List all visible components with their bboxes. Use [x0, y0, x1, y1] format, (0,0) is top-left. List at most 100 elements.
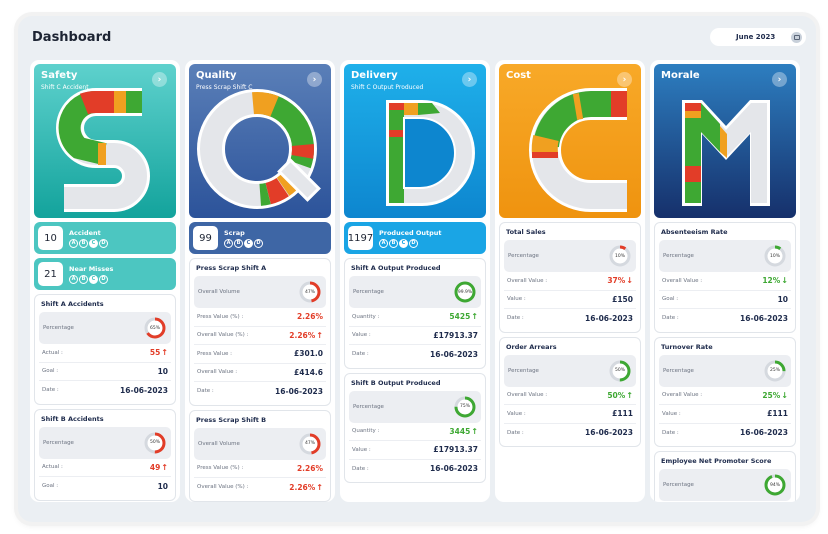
summary-delivery[interactable]: 1197 Produced Output A B C D	[344, 222, 486, 254]
calendar-icon[interactable]	[791, 31, 802, 43]
metric-card: Employee Net Promoter Score Percentage 94%	[654, 451, 796, 502]
donut-chart: 50%	[143, 431, 167, 455]
cost-hero-card[interactable]: Cost ›	[499, 64, 641, 218]
donut-chart: 99.9%	[453, 280, 477, 304]
donut-chart: 10%	[608, 244, 632, 268]
safety-hero-card[interactable]: Safety Shift C Accident ›	[34, 64, 176, 218]
shift-a-toggle[interactable]: A	[69, 274, 78, 284]
donut-chart: 75%	[453, 395, 477, 419]
shift-c-toggle[interactable]: C	[89, 274, 98, 284]
card-row: Overall Value : £414.6	[194, 364, 326, 382]
safety-title: Safety	[41, 70, 78, 81]
card-row: Date :16-06-2023	[42, 385, 168, 395]
arrow-up-icon: ↑	[626, 390, 633, 400]
date-picker[interactable]: June 2023	[710, 28, 806, 46]
summary-safety[interactable]: 21 Near Misses A B C D	[34, 258, 176, 290]
shift-d-toggle[interactable]: D	[254, 238, 263, 248]
card-title: Shift A Accidents	[41, 300, 104, 308]
card-row: Quantity :3445↑	[349, 423, 481, 441]
shift-c-toggle[interactable]: C	[89, 238, 98, 248]
pct-label: Overall Volume	[198, 289, 240, 295]
shift-a-toggle[interactable]: A	[224, 238, 233, 248]
shift-b-toggle[interactable]: B	[389, 238, 398, 248]
card-title: Turnover Rate	[661, 342, 713, 351]
card-title: Shift B Accidents	[41, 414, 104, 423]
card-row: Actual :49↑	[39, 459, 171, 477]
chevron-right-icon[interactable]: ›	[772, 72, 787, 87]
chevron-right-icon[interactable]: ›	[462, 72, 477, 87]
donut-chart: 50%	[608, 359, 632, 383]
quality-subtitle: Press Scrap Shift C	[196, 84, 253, 91]
morale-hero-card[interactable]: Morale ›	[654, 64, 796, 218]
chevron-right-icon[interactable]: ›	[307, 72, 322, 87]
card-title: Order Arrears	[506, 342, 557, 351]
pct-label: Percentage	[353, 403, 384, 410]
column-safety: Safety Shift C Accident › 10 Accident A B C D 21 N…	[30, 60, 180, 502]
summary-safety[interactable]: 10 Accident A B C D	[34, 222, 176, 254]
quality-title: Quality	[196, 70, 237, 81]
summary-label: Scrap	[224, 228, 245, 237]
delivery-hero-card[interactable]: Delivery Shift C Output Produced ›	[344, 64, 486, 218]
quality-hero-card[interactable]: Quality Press Scrap Shift C ›	[189, 64, 331, 218]
shift-d-toggle[interactable]: D	[409, 238, 418, 248]
card-row: Goal :10	[39, 363, 171, 381]
arrow-down-icon: ↓	[781, 276, 788, 286]
date-value: June 2023	[736, 33, 776, 41]
card-row: Date :16-06-2023	[352, 349, 478, 359]
card-row: Date :16-06-2023	[352, 464, 478, 474]
donut-chart: 47%	[298, 432, 322, 456]
card-row: Overall Value :12%↓	[659, 272, 791, 291]
card-row: Date :16-06-2023	[507, 313, 633, 323]
summary-label: Near Misses	[69, 264, 114, 273]
column-delivery: Delivery Shift C Output Produced › 1197 Prod…	[340, 60, 490, 502]
shift-c-toggle[interactable]: C	[244, 238, 253, 248]
shift-a-toggle[interactable]: A	[69, 238, 78, 248]
metric-card: Order Arrears Percentage 50% Overall Value …	[499, 336, 641, 447]
card-title: Press Scrap Shift B	[196, 415, 267, 424]
card-row: Goal :10	[42, 481, 168, 491]
delivery-subtitle: Shift C Output Produced	[351, 84, 424, 91]
card-row: Overall Value :50%↑	[504, 387, 636, 405]
chevron-right-icon[interactable]: ›	[152, 72, 167, 87]
pct-label: Percentage	[353, 289, 384, 295]
shift-d-toggle[interactable]: D	[99, 238, 108, 248]
card-row: Overall Value :25%↓	[659, 387, 791, 405]
shift-d-toggle[interactable]: D	[99, 274, 108, 284]
card-title: Absenteeism Rate	[661, 228, 728, 236]
shift-b-toggle[interactable]: B	[234, 238, 243, 248]
card-row: Press Value : £301.0	[194, 345, 326, 364]
morale-title: Morale	[661, 70, 700, 81]
card-row: Overall Value (%) :2.26%↑	[194, 327, 326, 345]
shift-a-toggle[interactable]: A	[379, 238, 388, 248]
metric-card: Turnover Rate Percentage 25% Overall Value …	[654, 336, 796, 447]
card-title: Employee Net Promoter Score	[661, 457, 772, 465]
card-row: Date :16-06-2023	[662, 428, 788, 438]
pct-label: Percentage	[508, 253, 539, 259]
metric-card: Shift B Accidents Percentage 50% Actual :49…	[34, 408, 176, 501]
card-row: Value : £111	[659, 405, 791, 424]
shift-b-toggle[interactable]: B	[79, 238, 88, 248]
shift-c-toggle[interactable]: C	[399, 238, 408, 248]
summary-value: 10	[38, 226, 63, 250]
donut-chart: 65%	[143, 316, 167, 340]
card-title: Press Scrap Shift A	[196, 264, 267, 272]
metric-card: Shift B Output Produced Percentage 75% Quan…	[344, 372, 486, 483]
chevron-right-icon[interactable]: ›	[617, 72, 632, 87]
arrow-up-icon: ↑	[161, 462, 168, 472]
metric-card: Total Sales Percentage 10% Overall Value :3…	[499, 222, 641, 333]
column-cost: Cost › Total Sales Percentage 10% Overall Val…	[495, 60, 645, 502]
column-morale: Morale › Absenteeism Rate Percentage 10% Over…	[650, 60, 800, 502]
card-row: Value : £17913.37	[349, 441, 481, 460]
metric-card: Shift A Output Produced Percentage 99.9% Qu…	[344, 258, 486, 369]
card-row: Overall Value (%) :2.26%↑	[197, 482, 323, 492]
pct-label: Percentage	[663, 367, 694, 374]
shift-b-toggle[interactable]: B	[79, 274, 88, 284]
metric-card: Shift A Accidents Percentage 65% Actual :55…	[34, 294, 176, 405]
donut-chart: 25%	[763, 359, 787, 383]
donut-chart: 47%	[298, 280, 322, 304]
summary-quality[interactable]: 99 Scrap A B C D	[189, 222, 331, 254]
summary-value: 21	[38, 262, 63, 286]
metric-card: Absenteeism Rate Percentage 10% Overall Val…	[654, 222, 796, 333]
card-row: Goal :10	[659, 291, 791, 309]
arrow-down-icon: ↓	[781, 390, 788, 400]
